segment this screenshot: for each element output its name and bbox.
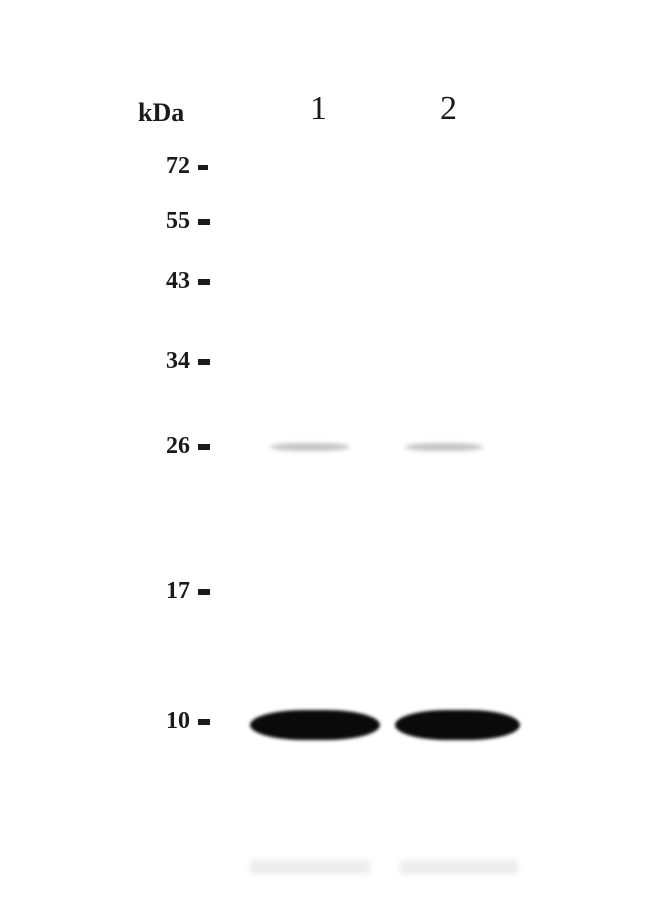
mw-tick-34 bbox=[198, 359, 210, 365]
main-band-lane2 bbox=[395, 710, 520, 740]
mw-tick-17 bbox=[198, 589, 210, 595]
mw-tick-72 bbox=[198, 165, 208, 170]
faint-band-lane2 bbox=[405, 443, 483, 451]
mw-label: 26 bbox=[166, 433, 190, 459]
mw-label: 72 bbox=[166, 153, 190, 179]
bottom-streak-1 bbox=[250, 860, 370, 874]
mw-marker-72: 72 bbox=[130, 153, 190, 180]
mw-marker-34: 34 bbox=[130, 348, 190, 375]
mw-marker-26: 26 bbox=[130, 433, 190, 460]
mw-tick-55 bbox=[198, 219, 210, 225]
kda-axis-label: kDa bbox=[138, 98, 184, 128]
mw-marker-55: 55 bbox=[130, 208, 190, 235]
mw-label: 17 bbox=[166, 578, 190, 604]
mw-tick-26 bbox=[198, 444, 210, 450]
faint-band-lane1 bbox=[270, 443, 350, 451]
mw-label: 55 bbox=[166, 208, 190, 234]
mw-label: 10 bbox=[166, 708, 190, 734]
mw-marker-10: 10 bbox=[130, 708, 190, 735]
main-band-lane1 bbox=[250, 710, 380, 740]
bottom-streak-2 bbox=[400, 860, 518, 874]
mw-marker-17: 17 bbox=[130, 578, 190, 605]
western-blot-panel: kDa 1 2 72 55 43 34 26 17 10 bbox=[60, 30, 600, 870]
mw-tick-43 bbox=[198, 279, 210, 285]
mw-label: 34 bbox=[166, 348, 190, 374]
mw-label: 43 bbox=[166, 268, 190, 294]
lane-1-label: 1 bbox=[310, 90, 327, 128]
mw-marker-43: 43 bbox=[130, 268, 190, 295]
lane-2-label: 2 bbox=[440, 90, 457, 128]
mw-tick-10 bbox=[198, 719, 210, 725]
